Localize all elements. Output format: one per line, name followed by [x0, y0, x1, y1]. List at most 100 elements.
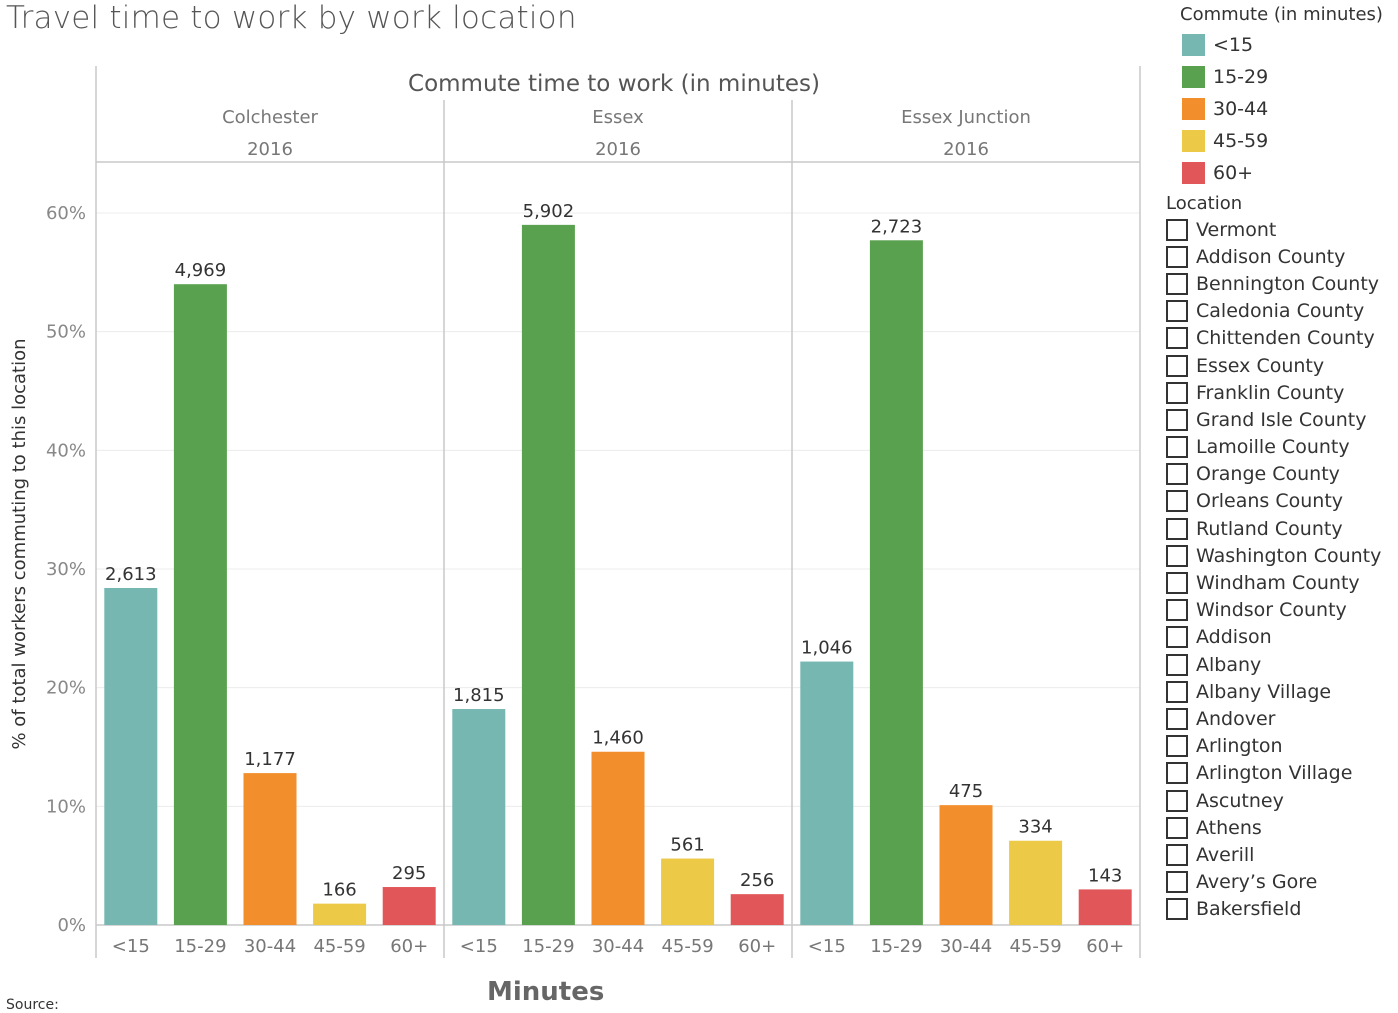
legend-label: 60+ [1213, 162, 1254, 184]
location-checkbox[interactable] [1166, 245, 1188, 268]
location-checkbox[interactable] [1166, 871, 1188, 894]
location-filter-item[interactable]: Arlington [1166, 733, 1398, 760]
location-filter-item[interactable]: Athens [1166, 814, 1398, 841]
location-checkbox[interactable] [1166, 327, 1188, 350]
location-checkbox[interactable] [1166, 517, 1188, 540]
bar [661, 858, 715, 925]
location-filter-item[interactable]: Washington County [1166, 542, 1398, 569]
x-tick-label: 15-29 [522, 936, 574, 957]
legend-item[interactable]: <15 [1166, 29, 1398, 61]
location-filter-item[interactable]: Arlington Village [1166, 760, 1398, 787]
location-checkbox[interactable] [1166, 762, 1188, 785]
location-filter-item[interactable]: Lamoille County [1166, 434, 1398, 461]
location-checkbox[interactable] [1166, 707, 1188, 730]
location-label: Franklin County [1196, 381, 1345, 404]
location-checkbox[interactable] [1166, 218, 1188, 241]
location-label: Athens [1196, 816, 1262, 839]
legend-items: <15 15-29 30-44 45-59 60+ [1166, 29, 1398, 189]
location-filter-item[interactable]: Essex County [1166, 352, 1398, 379]
bar-value-label: 2,723 [871, 216, 923, 237]
location-checkbox[interactable] [1166, 898, 1188, 921]
location-filter-item[interactable]: Windsor County [1166, 597, 1398, 624]
location-filter-item[interactable]: Addison [1166, 624, 1398, 651]
location-checkbox[interactable] [1166, 843, 1188, 866]
location-checkbox[interactable] [1166, 572, 1188, 595]
location-filter-item[interactable]: Rutland County [1166, 515, 1398, 542]
location-label: Chittenden County [1196, 327, 1375, 350]
location-filter-item[interactable]: Orange County [1166, 461, 1398, 488]
y-tick-label: 60% [46, 203, 86, 224]
location-checkbox[interactable] [1166, 653, 1188, 676]
bar-value-label: 1,815 [453, 685, 505, 706]
bar [382, 887, 436, 925]
location-filter-item[interactable]: Bakersfield [1166, 896, 1398, 923]
location-filter-item[interactable]: Grand Isle County [1166, 406, 1398, 433]
legend-swatch [1182, 66, 1205, 88]
legend-item[interactable]: 15-29 [1166, 61, 1398, 93]
panel-year-label: 2016 [595, 139, 641, 160]
legend-swatch [1182, 162, 1205, 184]
location-checkbox[interactable] [1166, 680, 1188, 703]
legend-title: Commute (in minutes) [1180, 4, 1383, 25]
location-label: Rutland County [1196, 517, 1343, 540]
location-checkbox[interactable] [1166, 381, 1188, 404]
location-filter-item[interactable]: Windham County [1166, 569, 1398, 596]
location-checkbox[interactable] [1166, 544, 1188, 567]
location-checkbox[interactable] [1166, 816, 1188, 839]
location-checkbox[interactable] [1166, 354, 1188, 377]
panel-year-label: 2016 [247, 139, 293, 160]
location-checkbox[interactable] [1166, 789, 1188, 812]
location-filter-item[interactable]: Avery’s Gore [1166, 869, 1398, 896]
x-tick-label: 45-59 [313, 936, 365, 957]
bar-value-label: 1,460 [592, 728, 644, 749]
location-checkbox[interactable] [1166, 463, 1188, 486]
legend-item[interactable]: 45-59 [1166, 125, 1398, 157]
legend-label: 15-29 [1213, 66, 1269, 88]
legend-swatch [1182, 34, 1205, 56]
legend-swatch [1182, 130, 1205, 152]
chart-title: Travel time to work by work location [6, 0, 577, 36]
location-filter-item[interactable]: Albany Village [1166, 678, 1398, 705]
location-checkbox[interactable] [1166, 300, 1188, 323]
legend-item[interactable]: 60+ [1166, 157, 1398, 189]
location-filter-item[interactable]: Franklin County [1166, 379, 1398, 406]
location-label: Vermont [1196, 218, 1277, 241]
bar-value-label: 475 [949, 781, 983, 802]
location-filter-item[interactable]: Andover [1166, 705, 1398, 732]
location-checkbox[interactable] [1166, 626, 1188, 649]
location-filter-item[interactable]: Averill [1166, 841, 1398, 868]
location-checkbox[interactable] [1166, 272, 1188, 295]
location-filter-item[interactable]: Orleans County [1166, 488, 1398, 515]
location-filter-item[interactable]: Ascutney [1166, 787, 1398, 814]
legend-swatch [1182, 98, 1205, 120]
location-label: Bennington County [1196, 272, 1380, 295]
panel-location-label: Essex [592, 107, 644, 128]
location-filter-item[interactable]: Caledonia County [1166, 298, 1398, 325]
location-filter-item[interactable]: Chittenden County [1166, 325, 1398, 352]
location-checkbox[interactable] [1166, 599, 1188, 622]
location-filter-item[interactable]: Bennington County [1166, 270, 1398, 297]
y-tick-label: 30% [46, 559, 86, 580]
location-filter-item[interactable]: Addison County [1166, 243, 1398, 270]
bar-value-label: 5,902 [523, 201, 575, 222]
bar [173, 284, 227, 925]
x-tick-label: 60+ [738, 936, 776, 957]
legend-item[interactable]: 30-44 [1166, 93, 1398, 125]
location-filter-item[interactable]: Albany [1166, 651, 1398, 678]
bar [800, 661, 854, 925]
location-checkbox[interactable] [1166, 490, 1188, 513]
location-label: Arlington [1196, 735, 1283, 758]
location-filter-item[interactable]: Vermont [1166, 216, 1398, 243]
location-label: Ascutney [1196, 789, 1284, 812]
location-checkbox[interactable] [1166, 436, 1188, 459]
location-filter-list[interactable]: Vermont Addison County Bennington County Ca… [1166, 216, 1398, 938]
location-label: Bakersfield [1196, 898, 1302, 921]
bar [452, 709, 506, 925]
location-label: Andover [1196, 707, 1276, 730]
bar [1009, 840, 1063, 925]
location-checkbox[interactable] [1166, 408, 1188, 431]
x-axis-title: Minutes [487, 977, 605, 1007]
location-checkbox[interactable] [1166, 735, 1188, 758]
bar [939, 805, 993, 925]
location-label: Addison [1196, 626, 1272, 649]
